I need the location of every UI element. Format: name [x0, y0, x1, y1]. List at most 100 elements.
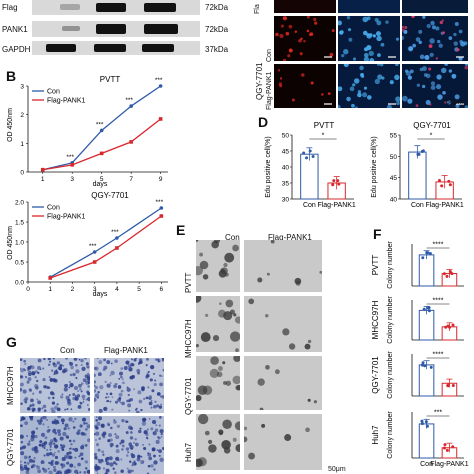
migrated-cell [48, 470, 53, 474]
migrated-cell [53, 378, 56, 381]
migrated-cell [57, 416, 62, 419]
significance-stars: *** [89, 243, 97, 250]
cell-nucleus [352, 57, 357, 61]
cell-nucleus [367, 95, 372, 100]
migrated-cell [49, 360, 52, 363]
migrated-cell [119, 371, 123, 376]
migrated-cell [126, 386, 129, 389]
cell-nucleus [394, 74, 400, 81]
x-tick-label: 7 [129, 176, 133, 183]
migrated-cell [145, 396, 149, 400]
migrated-cell [82, 417, 87, 422]
edu-chart-pvtt: 30 35 40 45 50 Con Flag-PANK1 * PVTT Edu positive… [265, 121, 356, 209]
migrated-cell [29, 389, 32, 392]
migrated-cell [66, 469, 71, 474]
migrated-cell [87, 396, 90, 402]
migrated-cell [94, 366, 97, 370]
y-axis-label: Colony number [387, 241, 394, 289]
cell-nucleus [362, 16, 369, 23]
x-tick-label: 3 [70, 176, 74, 183]
migrated-cell [44, 385, 49, 389]
migrated-cell [83, 422, 86, 425]
y-tick-label: 45 [390, 175, 398, 182]
migrated-cell [153, 404, 157, 409]
migrated-cell [52, 396, 55, 400]
colony [217, 366, 223, 371]
migrated-cell [20, 424, 23, 428]
cell-nucleus [310, 81, 314, 85]
replicate-point [420, 363, 424, 367]
cell-nucleus [279, 33, 284, 39]
migrated-cell [120, 439, 125, 444]
significance-stars: **** [433, 298, 444, 305]
colony [248, 298, 255, 305]
migrated-cell [94, 397, 97, 402]
cell-nucleus [402, 25, 405, 29]
replicate-point [427, 309, 431, 313]
colony [223, 447, 231, 454]
migrated-cell [23, 398, 27, 403]
colony-image [196, 240, 240, 292]
migrated-cell [69, 447, 73, 450]
migrated-cell [47, 425, 50, 428]
migrated-cell [137, 390, 142, 395]
migrated-cell [84, 460, 88, 464]
chart-title: PVTT [314, 121, 335, 130]
x-tick-label: 3 [93, 286, 97, 293]
cell-nucleus [288, 24, 293, 29]
cell-nucleus [360, 73, 365, 77]
colony [225, 380, 232, 386]
migrated-cell [80, 364, 83, 367]
migrated-cell [98, 437, 102, 440]
migrated-cell [35, 386, 39, 390]
migrated-cell [54, 460, 59, 465]
migrated-cell [119, 401, 122, 404]
cell-nucleus [366, 33, 372, 39]
migrated-cell [154, 428, 159, 432]
migrated-cell [51, 401, 56, 405]
migrated-cell [31, 371, 36, 376]
cell-nucleus [380, 42, 385, 47]
migrated-cell [105, 396, 108, 399]
y-tick-label: 40 [282, 165, 290, 172]
migrated-cell [106, 399, 110, 403]
significance-stars: *** [156, 199, 164, 206]
migrated-cell [160, 435, 163, 438]
migrated-cell [159, 429, 164, 434]
migrated-cell [117, 385, 122, 389]
migrated-cell [113, 384, 117, 389]
migrated-cell [110, 426, 113, 430]
cell-nucleus [444, 64, 448, 66]
migrated-cell [94, 452, 98, 457]
panel-e-letter: E [176, 222, 186, 238]
cell-nucleus [409, 69, 414, 74]
colony [199, 260, 209, 270]
migrated-cell [52, 362, 56, 366]
cell-nucleus [377, 53, 381, 57]
micro-blue-con [338, 16, 400, 61]
migrated-cell [105, 461, 110, 466]
migrated-cell [113, 419, 116, 421]
migrated-cell [106, 360, 111, 365]
migrated-cell [50, 407, 54, 411]
growth-curve-pvtt: PVTT OD 450nm days 0 1 2 3 1 3 5 7 9 *** *** *** ***… [7, 75, 168, 188]
migrated-cell [82, 398, 85, 401]
migrated-cell [81, 366, 86, 371]
migrated-cell [157, 436, 160, 439]
bar [418, 309, 435, 341]
migrated-cell [95, 443, 100, 447]
migrated-cell [127, 451, 130, 454]
cell-nucleus [436, 74, 442, 80]
replicate-point [308, 149, 312, 153]
cell-nucleus [402, 35, 405, 41]
cell-nucleus [448, 69, 453, 73]
data-point [159, 214, 164, 218]
colony [210, 356, 219, 365]
cell-nucleus [404, 26, 408, 30]
migrated-cell [134, 438, 137, 441]
migrated-cell [125, 360, 130, 365]
migrated-cell [159, 382, 163, 387]
migrated-cell [148, 418, 151, 420]
migrated-cell [147, 464, 151, 468]
migrated-cell [32, 392, 35, 395]
